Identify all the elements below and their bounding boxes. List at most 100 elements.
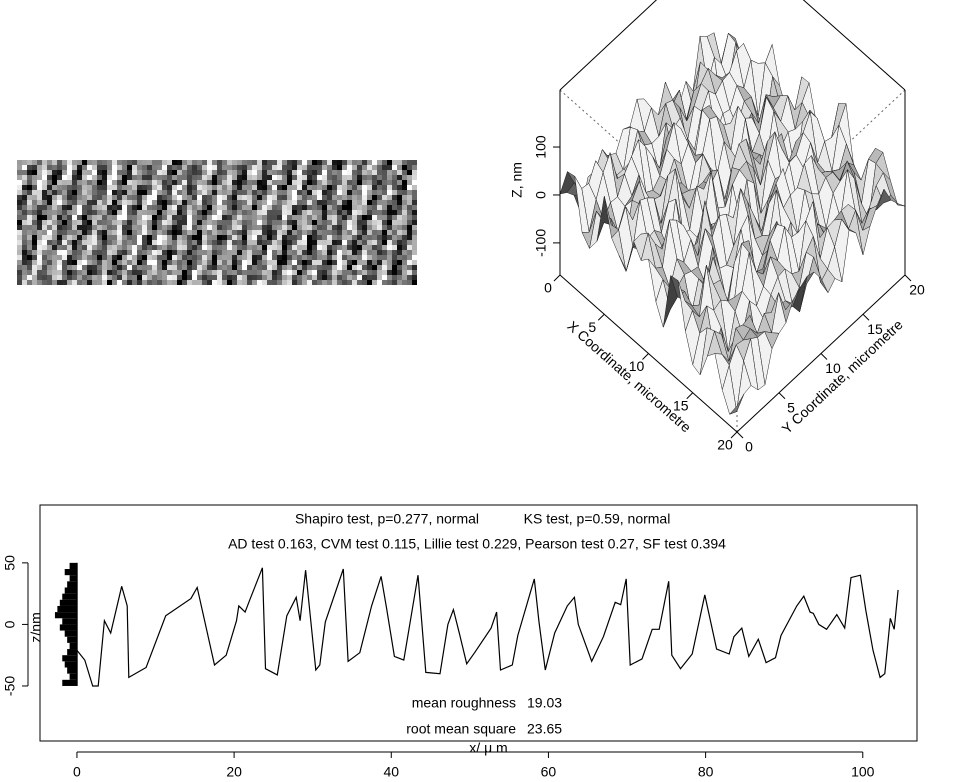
texture-cell	[362, 265, 367, 270]
texture-cell	[102, 160, 107, 165]
texture-cell	[112, 200, 117, 205]
texture-cell	[17, 160, 22, 165]
texture-cell	[197, 180, 202, 185]
texture-cell	[282, 265, 287, 270]
texture-cell	[237, 235, 242, 240]
texture-cell	[242, 275, 247, 280]
texture-cell	[332, 200, 337, 205]
texture-cell	[412, 180, 417, 185]
texture-cell	[242, 265, 247, 270]
texture-cell	[377, 245, 382, 250]
texture-cell	[107, 250, 112, 255]
texture-cell	[22, 240, 27, 245]
texture-cell	[237, 265, 242, 270]
texture-cell	[342, 180, 347, 185]
texture-cell	[37, 220, 42, 225]
texture-cell	[407, 260, 412, 265]
y-tick-label: 0	[2, 620, 18, 628]
texture-cell	[367, 170, 372, 175]
texture-cell	[352, 265, 357, 270]
texture-cell	[197, 280, 202, 285]
texture-cell	[217, 260, 222, 265]
texture-cell	[52, 240, 57, 245]
texture-cell	[52, 280, 57, 285]
texture-cell	[192, 215, 197, 220]
texture-cell	[402, 240, 407, 245]
texture-cell	[127, 245, 132, 250]
texture-cell	[282, 195, 287, 200]
texture-cell	[222, 235, 227, 240]
texture-cell	[172, 240, 177, 245]
texture-cell	[132, 265, 137, 270]
texture-cell	[262, 265, 267, 270]
texture-cell	[212, 225, 217, 230]
texture-cell	[367, 195, 372, 200]
texture-cell	[372, 270, 377, 275]
texture-cell	[412, 245, 417, 250]
texture-cell	[167, 175, 172, 180]
texture-cell	[222, 220, 227, 225]
texture-cell	[262, 220, 267, 225]
texture-cell	[42, 210, 47, 215]
texture-cell	[392, 265, 397, 270]
texture-cell	[57, 165, 62, 170]
texture-cell	[327, 190, 332, 195]
texture-cell	[347, 225, 352, 230]
texture-cell	[92, 195, 97, 200]
texture-cell	[212, 205, 217, 210]
texture-cell	[217, 195, 222, 200]
texture-cell	[342, 170, 347, 175]
texture-cell	[192, 210, 197, 215]
texture-cell	[42, 220, 47, 225]
texture-cell	[162, 210, 167, 215]
texture-cell	[107, 265, 112, 270]
texture-cell	[42, 250, 47, 255]
texture-cell	[157, 260, 162, 265]
texture-cell	[132, 270, 137, 275]
texture-cell	[92, 250, 97, 255]
texture-cell	[72, 270, 77, 275]
texture-cell	[177, 235, 182, 240]
texture-cell	[257, 160, 262, 165]
texture-cell	[267, 275, 272, 280]
texture-cell	[167, 280, 172, 285]
texture-cell	[22, 170, 27, 175]
texture-cell	[287, 165, 292, 170]
texture-cell	[212, 185, 217, 190]
texture-cell	[307, 225, 312, 230]
texture-cell	[402, 230, 407, 235]
texture-cell	[112, 260, 117, 265]
texture-cell	[407, 190, 412, 195]
texture-cell	[277, 170, 282, 175]
texture-cell	[352, 205, 357, 210]
texture-cell	[342, 200, 347, 205]
texture-cell	[187, 250, 192, 255]
texture-cell	[152, 190, 157, 195]
texture-cell	[327, 260, 332, 265]
texture-cell	[52, 220, 57, 225]
texture-cell	[82, 235, 87, 240]
texture-cell	[382, 240, 387, 245]
texture-cell	[77, 245, 82, 250]
texture-cell	[412, 275, 417, 280]
texture-cell	[242, 165, 247, 170]
texture-cell	[402, 165, 407, 170]
texture-cell	[32, 270, 37, 275]
texture-cell	[37, 190, 42, 195]
histogram-bar	[67, 581, 77, 588]
z-tick-label: -100	[533, 229, 549, 257]
texture-cell	[142, 255, 147, 260]
texture-cell	[212, 260, 217, 265]
texture-cell	[212, 275, 217, 280]
texture-cell	[357, 175, 362, 180]
texture-cell	[202, 160, 207, 165]
texture-cell	[217, 220, 222, 225]
texture-cell	[212, 265, 217, 270]
texture-cell	[397, 210, 402, 215]
texture-cell	[397, 250, 402, 255]
texture-cell	[77, 255, 82, 260]
texture-cell	[62, 210, 67, 215]
texture-cell	[207, 270, 212, 275]
texture-cell	[202, 190, 207, 195]
